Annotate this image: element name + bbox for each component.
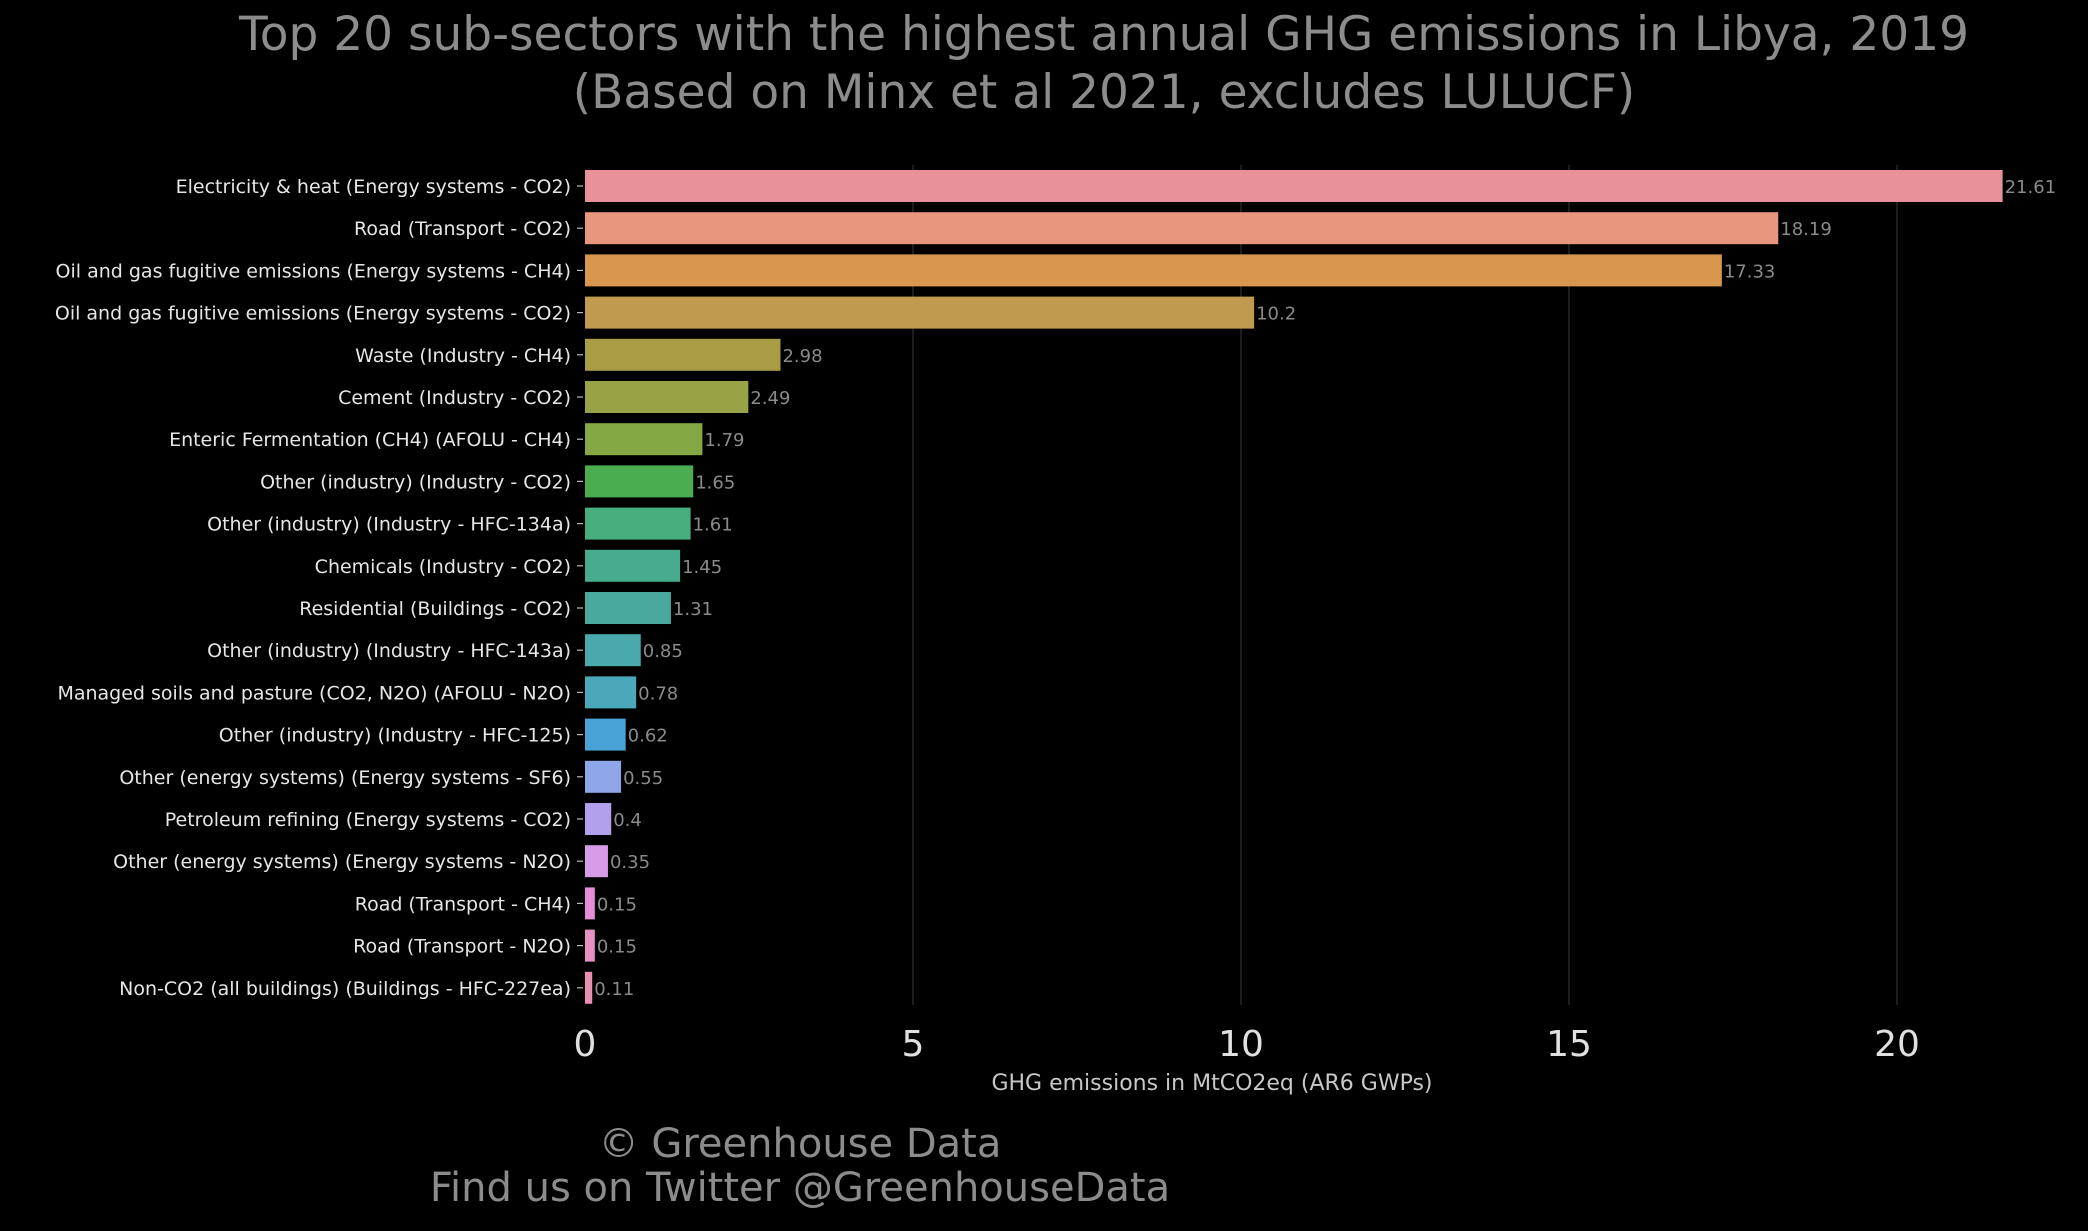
value-label: 0.78 bbox=[638, 683, 678, 704]
category-label: Other (industry) (Industry - HFC-143a) bbox=[207, 640, 571, 662]
bar bbox=[585, 887, 595, 920]
bar bbox=[585, 929, 595, 962]
value-label: 1.45 bbox=[682, 557, 722, 578]
category-labels: Electricity & heat (Energy systems - CO2… bbox=[55, 176, 583, 1000]
value-label: 2.49 bbox=[750, 388, 790, 409]
x-tick-label: 0 bbox=[574, 1024, 597, 1065]
value-label: 1.79 bbox=[704, 430, 744, 451]
value-label: 0.62 bbox=[628, 726, 668, 747]
bar bbox=[585, 212, 1779, 245]
value-label: 0.15 bbox=[597, 894, 637, 915]
category-label: Non-CO2 (all buildings) (Buildings - HFC… bbox=[119, 978, 571, 1000]
value-label: 18.19 bbox=[1780, 219, 1832, 240]
category-label: Residential (Buildings - CO2) bbox=[299, 598, 571, 620]
bar bbox=[585, 381, 749, 413]
x-tick-label: 15 bbox=[1546, 1024, 1592, 1065]
category-label: Other (industry) (Industry - CO2) bbox=[260, 471, 571, 493]
category-label: Enteric Fermentation (CH4) (AFOLU - CH4) bbox=[169, 429, 571, 451]
value-label: 1.61 bbox=[693, 515, 733, 536]
x-tick-label: 10 bbox=[1218, 1024, 1264, 1065]
x-axis-label: GHG emissions in MtCO2eq (AR6 GWPs) bbox=[991, 1071, 1432, 1096]
bar bbox=[585, 634, 641, 667]
chart-title-line2: (Based on Minx et al 2021, excludes LULU… bbox=[572, 65, 1636, 120]
value-label: 0.55 bbox=[623, 768, 663, 789]
value-label: 1.31 bbox=[673, 599, 713, 620]
category-label: Cement (Industry - CO2) bbox=[338, 387, 571, 409]
x-tick-label: 20 bbox=[1874, 1024, 1920, 1065]
bar bbox=[585, 971, 593, 1004]
value-label: 0.11 bbox=[594, 979, 634, 1000]
value-label: 10.2 bbox=[1256, 304, 1296, 325]
bar bbox=[585, 592, 671, 624]
x-axis-ticks: 0 5 10 15 20 bbox=[574, 1024, 1920, 1065]
category-label: Other (industry) (Industry - HFC-125) bbox=[219, 725, 571, 747]
category-label: Other (energy systems) (Energy systems -… bbox=[119, 767, 571, 789]
bar bbox=[585, 676, 637, 709]
bar bbox=[585, 254, 1722, 287]
grid-lines bbox=[912, 165, 1898, 1005]
chart-title: Top 20 sub-sectors with the highest annu… bbox=[0, 6, 2088, 122]
category-label: Managed soils and pasture (CO2, N2O) (AF… bbox=[57, 682, 571, 704]
value-label: 0.85 bbox=[643, 641, 683, 662]
footer-copyright: © Greenhouse Data bbox=[598, 1121, 1002, 1167]
category-label: Chemicals (Industry - CO2) bbox=[315, 556, 571, 578]
bar bbox=[585, 718, 626, 751]
value-label: 1.65 bbox=[695, 472, 735, 493]
value-label: 0.35 bbox=[610, 852, 650, 873]
value-label: 0.4 bbox=[613, 810, 642, 831]
category-label: Oil and gas fugitive emissions (Energy s… bbox=[55, 303, 571, 325]
chart-title-line1: Top 20 sub-sectors with the highest annu… bbox=[238, 7, 1970, 62]
footer: © Greenhouse Data Find us on Twitter @Gr… bbox=[0, 1122, 1600, 1210]
value-label: 21.61 bbox=[2005, 177, 2057, 198]
category-label: Petroleum refining (Energy systems - CO2… bbox=[165, 809, 571, 831]
value-label: 0.15 bbox=[597, 937, 637, 958]
bar bbox=[585, 760, 622, 793]
category-label: Other (energy systems) (Energy systems -… bbox=[113, 851, 571, 873]
footer-twitter: Find us on Twitter @GreenhouseData bbox=[429, 1165, 1171, 1211]
bar bbox=[585, 170, 2003, 202]
bar bbox=[585, 338, 781, 371]
bar bbox=[585, 296, 1255, 329]
category-label: Other (industry) (Industry - HFC-134a) bbox=[207, 514, 571, 536]
category-label: Electricity & heat (Energy systems - CO2… bbox=[176, 176, 571, 198]
category-label: Oil and gas fugitive emissions (Energy s… bbox=[56, 260, 571, 282]
bar bbox=[585, 507, 691, 540]
bar bbox=[585, 845, 608, 878]
category-label: Road (Transport - CH4) bbox=[355, 893, 571, 915]
category-label: Waste (Industry - CH4) bbox=[355, 345, 571, 367]
value-label: 2.98 bbox=[782, 346, 822, 367]
bar bbox=[585, 423, 703, 456]
category-label: Road (Transport - N2O) bbox=[353, 936, 571, 958]
bar bbox=[585, 803, 612, 835]
x-tick-label: 5 bbox=[902, 1024, 925, 1065]
bar bbox=[585, 549, 681, 582]
value-label: 17.33 bbox=[1724, 261, 1776, 282]
category-label: Road (Transport - CO2) bbox=[354, 218, 571, 240]
bar bbox=[585, 465, 694, 498]
